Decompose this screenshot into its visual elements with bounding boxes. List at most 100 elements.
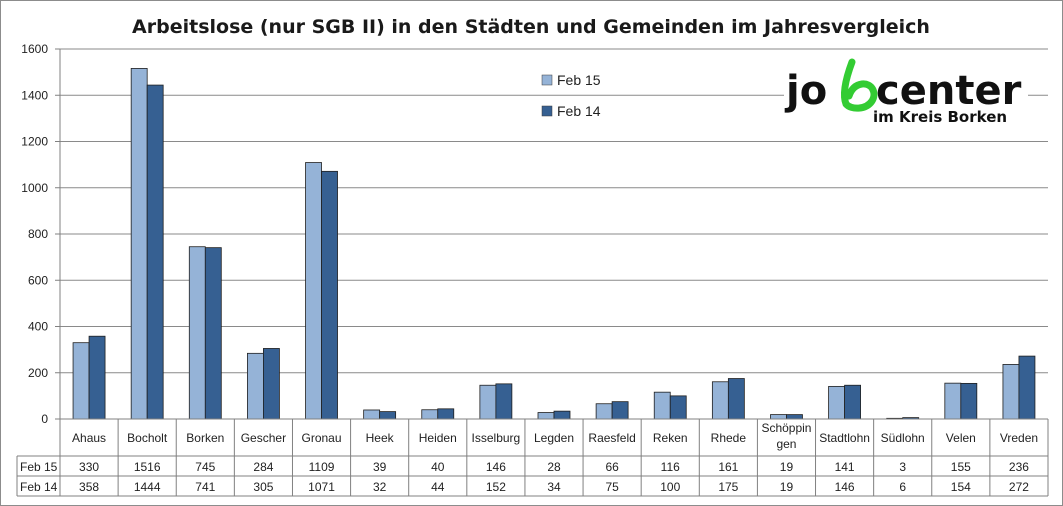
bar-feb14-12 [786,414,803,420]
y-tick-label: 1400 [21,88,48,102]
bar-feb14-0 [88,335,106,420]
legend-label-feb15: Feb 15 [557,72,601,88]
bar-feb14-10 [669,395,687,420]
table-cell-value: 358 [79,480,99,494]
table-cell-value: 75 [605,480,619,494]
table-cell-value: 330 [79,460,99,474]
table-cell-value: 284 [253,460,273,474]
table-cell-value: 1071 [308,480,335,494]
table-cell-value: 152 [486,480,506,494]
table-cell-value: 39 [373,460,387,474]
y-tick-label: 1600 [21,42,48,56]
legend-swatch-feb15 [541,74,553,86]
category-label: Bocholt [127,431,168,445]
table-cell-value: 116 [661,460,680,474]
bar-feb15-9 [595,403,613,420]
table-cell-value: 28 [547,460,561,474]
bar-feb15-1 [130,68,148,420]
category-label: Raesfeld [588,431,635,445]
bars [72,68,1036,420]
table-row-label: Feb 15 [20,460,58,474]
table-cell-value: 161 [718,460,738,474]
bar-feb15-13 [828,385,845,420]
y-tick-label: 400 [28,320,48,334]
category-label: Ahaus [72,431,106,445]
table-cell-value: 272 [1009,480,1029,494]
table-cell-value: 146 [835,480,855,494]
bar-feb15-16 [1002,364,1020,420]
category-label: Gronau [302,431,342,445]
table-cell-value: 745 [195,460,215,474]
bar-feb14-16 [1018,355,1036,420]
table-cell-value: 155 [951,460,971,474]
table-cell-value: 305 [253,480,273,494]
bar-feb15-2 [188,246,206,420]
table-cell-value: 1516 [134,460,161,474]
category-label: Heiden [419,431,457,445]
category-label: Schöppin [761,421,811,435]
table-cell-value: 66 [605,460,619,474]
y-tick-label: 0 [41,412,48,426]
bar-feb14-9 [611,401,629,420]
category-label: Gescher [241,431,286,445]
bar-feb14-7 [495,383,513,420]
bar-feb15-3 [247,352,264,420]
category-label: Südlohn [881,431,925,445]
table-cell-value: 100 [660,480,680,494]
bar-feb14-1 [146,84,164,420]
bar-feb14-4 [321,170,338,420]
category-label-continued: gen [776,437,796,451]
bar-feb14-3 [263,348,280,420]
legend-swatch-feb14 [541,105,553,117]
table-cell-value: 6 [899,480,906,494]
table-cell-value: 1109 [309,460,335,474]
table-cell-value: 3 [899,460,906,474]
bar-feb15-5 [363,409,381,420]
table-cell-value: 141 [835,460,855,474]
bar-feb15-12 [770,414,787,420]
logo-swoosh-icon [840,58,878,112]
category-label: Vreden [1000,431,1038,445]
y-tick-label: 1000 [21,181,48,195]
bar-feb15-7 [479,384,497,420]
category-label: Isselburg [472,431,521,445]
table-cell-value: 44 [431,480,445,494]
table-cell-value: 40 [431,460,445,474]
y-tick-label: 200 [28,366,48,380]
bar-feb15-0 [72,342,90,420]
data-table: Ahaus Bocholt Borken Gescher Gronau Heek Heide… [16,418,1049,497]
y-tick-label: 1200 [21,135,48,149]
y-axis-ticks: 0 200 400 600 800 1000 1200 1400 1600 [21,42,60,426]
y-tick-label: 800 [28,227,48,241]
table-cell-value: 19 [780,460,794,474]
category-label: Borken [186,431,224,445]
bar-feb15-4 [305,162,322,420]
table-cell-value: 154 [951,480,971,494]
table-cell-value: 34 [547,480,561,494]
bar-feb14-2 [204,247,222,420]
category-label: Stadtlohn [819,431,870,445]
bar-feb15-6 [421,409,439,420]
legend-label-feb14: Feb 14 [557,103,601,119]
bar-feb14-6 [437,408,455,420]
chart-title: Arbeitslose (nur SGB II) in den Städten … [132,16,930,38]
logo-jo-mark: jo [784,68,827,114]
bar-feb14-13 [844,384,861,420]
bar-feb15-10 [653,391,671,420]
category-label: Reken [653,431,688,445]
table-row-label: Feb 14 [20,480,58,494]
table-cell-value: 146 [486,460,506,474]
bar-feb14-11 [727,378,745,420]
table-cell-value: 32 [373,480,387,494]
legend: Feb 15 Feb 14 [541,72,601,119]
logo-subtitle: im Kreis Borken [873,108,1007,126]
logo-center-mark: center [876,68,1022,114]
y-tick-label: 600 [28,273,48,287]
bar-feb14-5 [379,411,397,420]
table-cell-value: 175 [718,480,738,494]
logo-background [784,62,1028,126]
table-cell-value: 236 [1009,460,1029,474]
table-cell-value: 741 [195,480,215,494]
bar-feb15-8 [537,412,555,420]
